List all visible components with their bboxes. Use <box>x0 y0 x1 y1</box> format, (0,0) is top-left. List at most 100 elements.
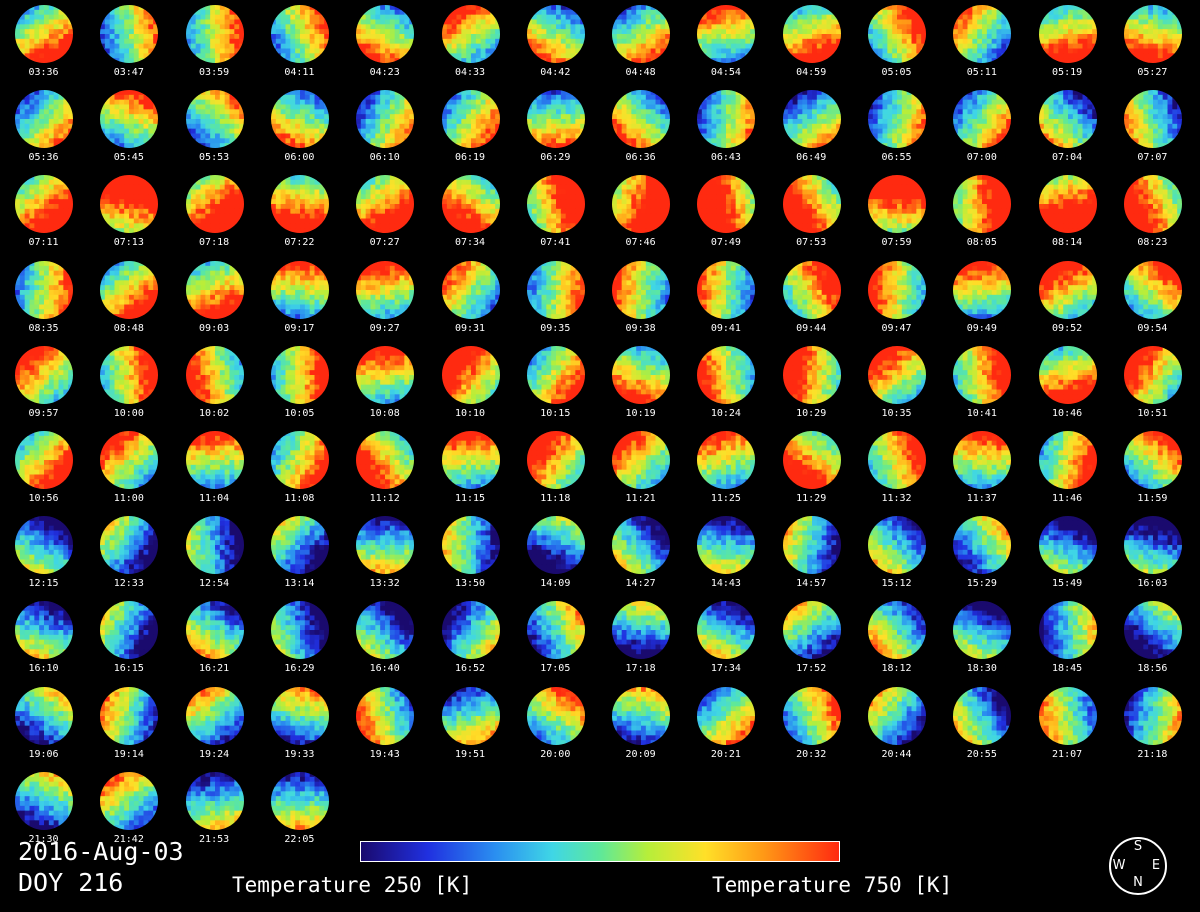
time-label: 07:46 <box>625 237 656 249</box>
map-cell: 06:00 <box>257 86 342 171</box>
map-cell: 11:15 <box>428 427 513 512</box>
map-cell: 07:59 <box>854 171 939 256</box>
temperature-disk <box>953 516 1012 575</box>
map-cell: 09:47 <box>854 257 939 342</box>
time-label: 10:08 <box>369 407 400 419</box>
map-cell: 14:27 <box>598 512 683 597</box>
temperature-disk <box>697 516 756 575</box>
temperature-disk <box>356 516 415 575</box>
time-label: 04:48 <box>625 67 656 78</box>
map-cell: 07:13 <box>86 171 171 256</box>
map-cell: 08:35 <box>1 257 86 342</box>
temperature-disk <box>868 260 926 319</box>
map-cell: 21:53 <box>172 768 257 853</box>
temperature-disk <box>868 345 926 404</box>
temperature-disk <box>356 601 415 660</box>
map-cell: 09:27 <box>342 257 427 342</box>
map-cell: 10:35 <box>854 342 939 427</box>
map-cell: 06:49 <box>769 86 854 171</box>
temperature-disk <box>15 516 73 575</box>
map-cell: 16:10 <box>1 597 86 682</box>
time-label: 09:57 <box>28 407 59 419</box>
temperature-disk <box>697 90 756 149</box>
time-label: 14:57 <box>796 578 827 590</box>
time-label: 10:35 <box>881 407 912 419</box>
map-cell: 19:24 <box>172 683 257 768</box>
map-cell: 14:57 <box>769 512 854 597</box>
temperature-disk <box>270 431 329 489</box>
map-cell: 09:17 <box>257 257 342 342</box>
map-cell: 07:49 <box>683 171 768 256</box>
map-cell: 19:51 <box>428 683 513 768</box>
time-label: 04:54 <box>710 67 741 78</box>
map-cell: 15:29 <box>939 512 1024 597</box>
map-cell: 18:30 <box>939 597 1024 682</box>
temperature-disk <box>782 175 841 234</box>
map-cell: 12:15 <box>1 512 86 597</box>
compass-top: S <box>1133 839 1143 854</box>
time-label: 05:27 <box>1137 67 1168 78</box>
temperature-disk <box>697 5 756 63</box>
time-label: 09:52 <box>1052 322 1083 334</box>
temperature-disk <box>185 175 244 234</box>
time-label: 18:12 <box>881 663 912 675</box>
temperature-disk <box>356 175 415 234</box>
time-label: 07:49 <box>710 237 741 249</box>
time-label: 14:09 <box>540 578 571 590</box>
map-cell: 13:14 <box>257 512 342 597</box>
time-label: 13:14 <box>284 578 315 590</box>
time-label: 08:05 <box>966 237 997 249</box>
time-label: 14:27 <box>625 578 656 590</box>
map-cell: 05:53 <box>172 86 257 171</box>
temperature-disk <box>526 516 585 575</box>
time-label: 17:18 <box>625 663 656 675</box>
temperature-disk <box>526 90 585 149</box>
temperature-disk <box>612 516 671 575</box>
map-cell: 20:09 <box>598 683 683 768</box>
time-label: 10:46 <box>1052 407 1083 419</box>
map-cell: 10:02 <box>172 342 257 427</box>
map-cell: 09:41 <box>683 257 768 342</box>
temperature-disk <box>441 686 500 745</box>
time-label: 20:44 <box>881 748 912 760</box>
temperature-disk <box>868 686 926 745</box>
map-cell: 20:44 <box>854 683 939 768</box>
temperature-disk <box>953 686 1012 745</box>
map-cell: 06:36 <box>598 86 683 171</box>
map-cell: 07:00 <box>939 86 1024 171</box>
temperature-disk <box>185 686 244 745</box>
map-cell: 21:30 <box>1 768 86 853</box>
time-label: 07:00 <box>966 152 997 164</box>
temperature-disk <box>782 5 841 63</box>
time-label: 11:37 <box>966 493 997 504</box>
time-label: 11:59 <box>1137 493 1168 504</box>
colorbar-high-label: Temperature 750 [K] <box>712 873 953 897</box>
map-cell: 06:55 <box>854 86 939 171</box>
temperature-disk <box>1123 686 1182 745</box>
temperature-disk <box>526 175 585 234</box>
map-cell: 06:29 <box>513 86 598 171</box>
time-label: 04:11 <box>284 67 315 78</box>
temperature-disk <box>185 516 244 575</box>
temperature-disk <box>356 345 415 404</box>
temperature-disk <box>270 686 329 745</box>
time-label: 15:49 <box>1052 578 1083 590</box>
time-label: 11:21 <box>625 493 656 504</box>
colorbar-low-label: Temperature 250 [K] <box>232 873 473 897</box>
map-cell: 11:25 <box>683 427 768 512</box>
map-cell: 18:45 <box>1025 597 1110 682</box>
temperature-disk <box>15 5 73 63</box>
temperature-disk <box>1123 175 1182 234</box>
temperature-colorbar <box>360 841 840 862</box>
map-cell: 21:07 <box>1025 683 1110 768</box>
temperature-disk <box>953 90 1012 149</box>
map-cell: 16:40 <box>342 597 427 682</box>
time-label: 19:14 <box>113 748 144 760</box>
temperature-disk <box>612 5 671 63</box>
map-cell: 07:11 <box>1 171 86 256</box>
temperature-disk <box>270 771 329 830</box>
map-cell: 04:11 <box>257 1 342 86</box>
temperature-disk <box>1038 5 1097 63</box>
time-label: 19:06 <box>28 748 59 760</box>
map-cell: 16:15 <box>86 597 171 682</box>
